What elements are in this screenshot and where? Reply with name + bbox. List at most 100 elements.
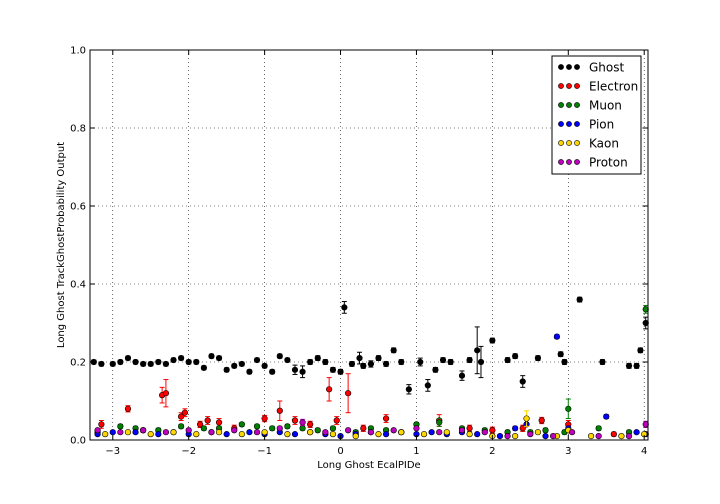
legend-marker — [558, 64, 564, 70]
data-point — [231, 427, 238, 434]
data-point — [238, 431, 245, 438]
data-point — [276, 407, 283, 414]
legend-marker — [566, 64, 572, 70]
data-point — [253, 423, 261, 430]
data-point — [162, 429, 170, 436]
data-point — [642, 421, 649, 428]
data-point — [512, 433, 519, 440]
data-point — [124, 429, 132, 436]
data-point — [284, 431, 291, 438]
data-point — [523, 415, 530, 422]
data-point — [466, 356, 473, 364]
data-point — [345, 427, 352, 434]
data-point — [618, 433, 625, 440]
data-point — [550, 433, 557, 440]
data-point — [390, 427, 397, 434]
data-point — [231, 362, 238, 370]
data-point — [348, 360, 356, 368]
data-point — [307, 421, 314, 428]
y-axis-label: Long Ghost TrackGhostProbability Output — [56, 142, 67, 348]
data-point — [215, 429, 223, 436]
x-tick-label: 2 — [489, 446, 495, 457]
data-point — [474, 431, 481, 438]
data-point — [352, 433, 359, 440]
data-point — [238, 360, 245, 368]
y-tick-label: 0.2 — [70, 358, 86, 369]
data-point — [307, 429, 314, 436]
data-point — [208, 353, 215, 360]
data-point — [557, 351, 564, 358]
data-point — [299, 419, 306, 426]
legend-box — [551, 55, 642, 175]
legend-marker — [558, 121, 564, 127]
data-point — [489, 427, 496, 434]
data-point — [398, 429, 405, 436]
data-point — [333, 417, 340, 424]
data-point — [314, 355, 321, 362]
data-point — [109, 360, 116, 368]
data-point — [595, 425, 602, 432]
data-point — [443, 429, 450, 436]
legend-marker — [574, 121, 580, 127]
plot-frame — [89, 49, 649, 441]
data-point — [109, 429, 116, 436]
data-point — [466, 425, 473, 432]
data-point — [208, 429, 215, 436]
data-point — [261, 415, 268, 422]
data-point — [356, 355, 363, 362]
data-point — [360, 425, 367, 432]
y-tick-label: 1.0 — [70, 46, 86, 57]
data-point — [382, 431, 390, 438]
data-point — [504, 356, 511, 364]
data-point — [610, 431, 617, 438]
data-point — [568, 429, 576, 436]
y-tick-label: 0.8 — [70, 124, 86, 135]
data-point — [276, 425, 283, 432]
data-point — [633, 362, 640, 370]
data-point — [147, 360, 154, 368]
data-point — [534, 429, 542, 436]
data-point — [155, 431, 162, 438]
legend-label: Kaon — [589, 137, 619, 151]
data-point — [238, 421, 245, 428]
data-point — [178, 423, 185, 430]
legend: Ghost Electron Muon Pion Kaon Proton — [551, 55, 642, 175]
data-point — [603, 413, 610, 420]
data-point — [417, 358, 424, 366]
data-point — [439, 356, 447, 364]
data-point — [132, 358, 139, 366]
data-point — [178, 355, 185, 362]
legend-marker — [574, 64, 580, 70]
legend-label: Muon — [589, 99, 622, 113]
data-point — [291, 431, 299, 438]
data-point — [200, 425, 207, 432]
data-point — [117, 358, 124, 366]
legend-marker — [566, 159, 572, 165]
data-point — [595, 433, 602, 440]
data-point — [534, 355, 542, 362]
data-point — [519, 378, 526, 385]
data-point — [447, 358, 454, 366]
data-point — [170, 356, 177, 364]
data-point — [329, 425, 337, 432]
data-point — [200, 364, 207, 371]
data-point — [345, 390, 352, 397]
ticks: −3 −2 −1 0 1 2 3 4 0.0 0.2 0.4 0.6 0.8 1.0 — [70, 46, 648, 457]
data-point — [428, 429, 435, 436]
data-point — [337, 368, 344, 375]
data-point — [276, 353, 283, 360]
legend-label: Electron — [589, 80, 638, 94]
legend-marker — [566, 83, 572, 89]
data-point — [307, 358, 314, 366]
data-point — [140, 360, 147, 368]
legend-marker — [558, 102, 564, 108]
data-point — [193, 431, 200, 438]
data-point — [512, 425, 519, 432]
data-point — [504, 433, 511, 440]
data-point — [436, 419, 443, 426]
data-point — [261, 429, 268, 436]
data-point — [329, 431, 337, 438]
data-point — [432, 366, 439, 373]
data-point — [185, 358, 192, 366]
data-point — [413, 425, 420, 432]
